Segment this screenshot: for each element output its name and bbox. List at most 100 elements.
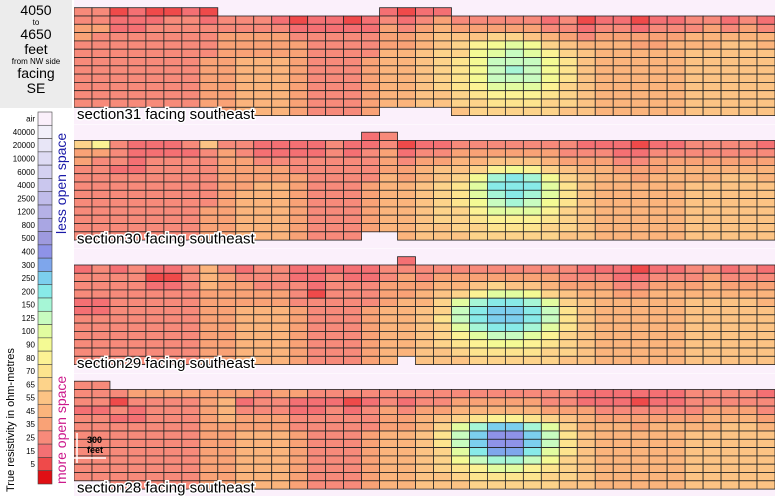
resistivity-cell	[703, 141, 721, 149]
resistivity-cell	[236, 58, 254, 66]
resistivity-cell	[110, 16, 128, 24]
resistivity-cell	[757, 82, 775, 90]
resistivity-cell	[703, 190, 721, 198]
resistivity-cell	[398, 282, 416, 290]
resistivity-cell	[344, 282, 362, 290]
resistivity-cell	[290, 49, 308, 57]
resistivity-cell	[272, 265, 290, 273]
resistivity-cell	[739, 282, 757, 290]
resistivity-cell	[416, 190, 434, 198]
resistivity-cell	[308, 431, 326, 439]
resistivity-cell	[236, 49, 254, 57]
resistivity-cell	[577, 331, 595, 339]
resistivity-cell	[739, 49, 757, 57]
resistivity-cell	[272, 190, 290, 198]
resistivity-cell	[236, 207, 254, 215]
resistivity-cell	[236, 16, 254, 24]
resistivity-cell	[505, 456, 523, 464]
resistivity-cell	[631, 348, 649, 356]
resistivity-cell	[559, 307, 577, 315]
resistivity-cell	[469, 390, 487, 398]
resistivity-cell	[398, 215, 416, 223]
resistivity-cell	[433, 24, 451, 32]
resistivity-cell	[92, 190, 110, 198]
resistivity-cell	[649, 423, 667, 431]
resistivity-cell	[254, 323, 272, 331]
resistivity-cell	[433, 481, 451, 489]
resistivity-cell	[128, 390, 146, 398]
resistivity-cell	[380, 224, 398, 232]
resistivity-cell	[308, 58, 326, 66]
resistivity-cell	[218, 190, 236, 198]
resistivity-cell	[92, 381, 110, 389]
resistivity-cell	[469, 190, 487, 198]
resistivity-cell	[74, 74, 92, 82]
legend-tick-label: 250	[22, 274, 36, 283]
resistivity-cell	[451, 82, 469, 90]
resistivity-cell	[595, 265, 613, 273]
resistivity-cell	[649, 473, 667, 481]
resistivity-cell	[631, 91, 649, 99]
resistivity-cell	[451, 91, 469, 99]
resistivity-cell	[451, 315, 469, 323]
resistivity-cell	[631, 99, 649, 107]
resistivity-cell	[236, 439, 254, 447]
resistivity-cell	[577, 481, 595, 489]
resistivity-cell	[721, 323, 739, 331]
resistivity-cell	[649, 157, 667, 165]
resistivity-cell	[218, 16, 236, 24]
resistivity-cell	[721, 215, 739, 223]
resistivity-cell	[505, 24, 523, 32]
resistivity-cell	[451, 207, 469, 215]
resistivity-cell	[577, 141, 595, 149]
resistivity-cell	[200, 398, 218, 406]
resistivity-cell	[308, 331, 326, 339]
resistivity-cell	[631, 174, 649, 182]
resistivity-cell	[757, 141, 775, 149]
resistivity-cell	[398, 431, 416, 439]
title-to: 4650	[0, 27, 72, 42]
resistivity-cell	[182, 406, 200, 414]
resistivity-cell	[667, 82, 685, 90]
resistivity-cell	[236, 157, 254, 165]
resistivity-cell	[685, 398, 703, 406]
resistivity-cell	[74, 33, 92, 41]
resistivity-cell	[631, 41, 649, 49]
resistivity-cell	[685, 323, 703, 331]
resistivity-cell	[487, 232, 505, 240]
resistivity-cell	[559, 74, 577, 82]
resistivity-cell	[523, 481, 541, 489]
resistivity-cell	[469, 331, 487, 339]
resistivity-cell	[344, 390, 362, 398]
resistivity-cell	[523, 298, 541, 306]
resistivity-cell	[631, 398, 649, 406]
resistivity-cell	[308, 398, 326, 406]
resistivity-cell	[218, 165, 236, 173]
resistivity-cell	[613, 215, 631, 223]
resistivity-cell	[146, 207, 164, 215]
resistivity-cell	[128, 282, 146, 290]
resistivity-cell	[110, 423, 128, 431]
resistivity-cell	[182, 16, 200, 24]
resistivity-cell	[631, 232, 649, 240]
resistivity-cell	[667, 340, 685, 348]
resistivity-cell	[433, 464, 451, 472]
resistivity-cell	[110, 165, 128, 173]
resistivity-cell	[613, 199, 631, 207]
resistivity-cell	[74, 66, 92, 74]
resistivity-cell	[667, 107, 685, 115]
resistivity-cell	[164, 174, 182, 182]
resistivity-cell	[290, 24, 308, 32]
resistivity-cell	[110, 190, 128, 198]
resistivity-cell	[505, 190, 523, 198]
resistivity-cell	[505, 356, 523, 364]
resistivity-cell	[110, 331, 128, 339]
legend-swatch	[38, 258, 52, 271]
resistivity-cell	[398, 165, 416, 173]
resistivity-cell	[254, 290, 272, 298]
resistivity-cell	[146, 290, 164, 298]
resistivity-cell	[236, 215, 254, 223]
resistivity-cell	[721, 149, 739, 157]
resistivity-cell	[326, 182, 344, 190]
resistivity-cell	[92, 74, 110, 82]
